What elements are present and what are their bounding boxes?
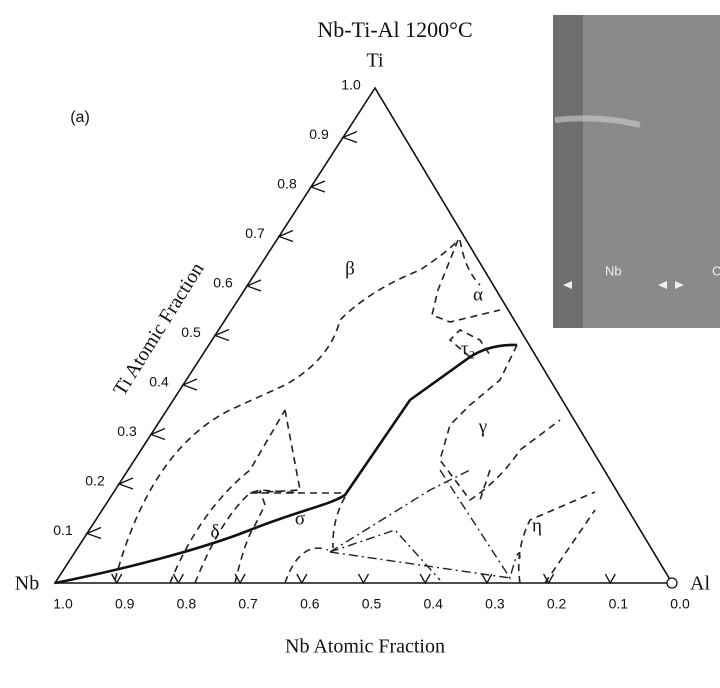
bottom-tick-label: 0.5 <box>362 596 382 612</box>
al-corner <box>667 578 677 588</box>
phase-label: α <box>473 284 483 305</box>
left-tick-label: 0.5 <box>181 324 201 340</box>
figure: Nb C Nb-Ti-Al 1200°C Ti Nb Al (a) Nb Ato… <box>0 0 720 688</box>
bottom-tick-label: 0.3 <box>485 596 505 612</box>
alpha-boundary <box>432 240 500 322</box>
phase-label: γ <box>478 416 487 437</box>
title: Nb-Ti-Al 1200°C <box>317 17 472 42</box>
phase-label: σ <box>295 508 305 529</box>
panel-label: (a) <box>70 109 90 126</box>
corner-label: Nb <box>15 573 39 595</box>
delta-boundary <box>170 410 285 583</box>
bottom-tick-label: 0.4 <box>423 596 443 612</box>
tick-mark <box>173 574 183 583</box>
corner-label: Ti <box>366 50 384 72</box>
tick-mark <box>420 574 430 583</box>
bottom-tick-label: 0.9 <box>115 596 135 612</box>
delta-boundary <box>250 410 345 493</box>
inset-label: C <box>712 263 720 278</box>
phase-label: τ₂ <box>461 338 475 359</box>
tick-mark <box>359 574 369 583</box>
tick-mark <box>605 574 615 583</box>
bottom-tick-label: 0.6 <box>300 596 320 612</box>
left-tick-label: 0.2 <box>85 473 105 489</box>
left-tick-label: 0.3 <box>117 423 137 439</box>
phase-label: η <box>532 515 542 536</box>
bottom-tick-label: 0.1 <box>609 596 629 612</box>
left-tick-label: 1.0 <box>341 77 361 93</box>
left-tick-label: 0.8 <box>277 176 297 192</box>
bottom-tick-label: 0.0 <box>670 596 690 612</box>
bottom-tick-label: 0.7 <box>238 596 258 612</box>
left-tick-label: 0.1 <box>53 522 73 538</box>
left-tick-label: 0.4 <box>149 374 169 390</box>
bottom-tick-label: 0.2 <box>547 596 567 612</box>
bottom-tick-label: 1.0 <box>53 596 73 612</box>
bottom-tick-label: 0.8 <box>177 596 197 612</box>
left-tick-label: 0.7 <box>245 225 265 241</box>
eta-boundary <box>519 492 595 583</box>
phase-label: δ <box>211 521 220 542</box>
left-tick-label: 0.9 <box>309 126 329 142</box>
inset-shade <box>553 15 583 328</box>
gamma-boundary <box>440 330 560 500</box>
tie-lines <box>330 470 520 580</box>
corner-label: Al <box>690 573 710 595</box>
inset-label: Nb <box>605 263 622 278</box>
axis-title: Nb Atomic Fraction <box>285 636 445 658</box>
phase-label: β <box>345 258 355 279</box>
tick-mark <box>297 574 307 583</box>
delta-boundary <box>235 490 265 583</box>
left-tick-label: 0.6 <box>213 275 233 291</box>
